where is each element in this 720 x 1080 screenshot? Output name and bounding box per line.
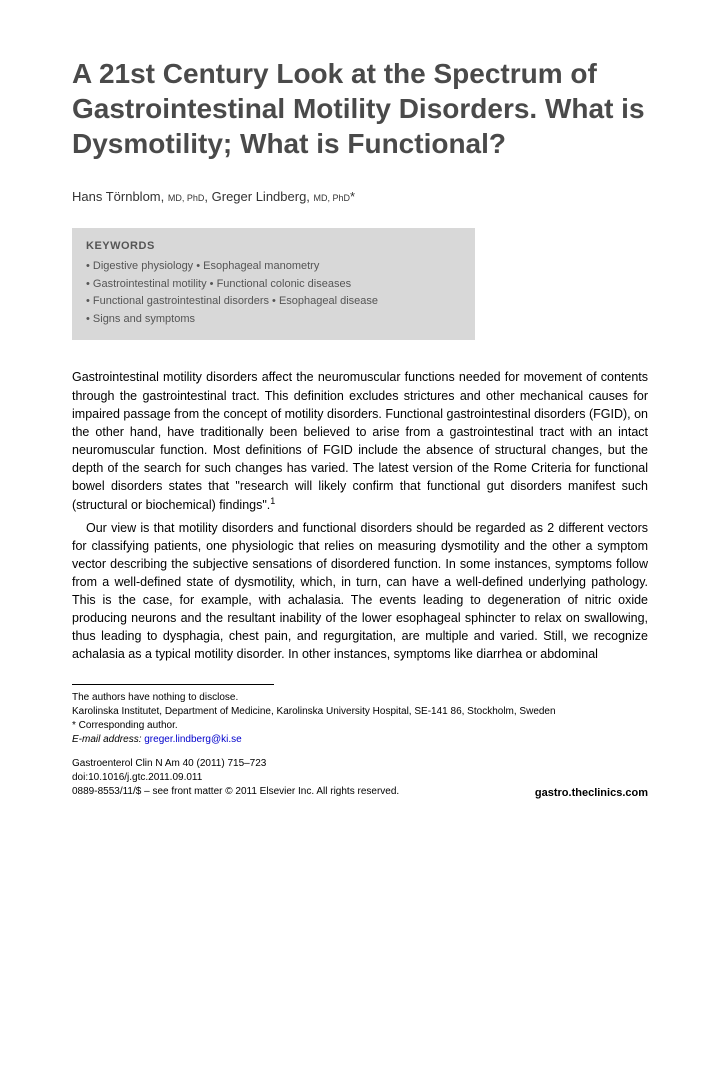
- paragraph-text: Gastrointestinal motility disorders affe…: [72, 370, 648, 512]
- journal-site[interactable]: gastro.theclinics.com: [535, 787, 648, 799]
- author-2-credentials: MD, PhD: [314, 193, 351, 203]
- footnotes-block: The authors have nothing to disclose. Ka…: [72, 691, 648, 747]
- corresponding-note: * Corresponding author.: [72, 719, 648, 733]
- keyword-line: • Functional gastrointestinal disorders …: [86, 293, 461, 311]
- journal-footer: Gastroenterol Clin N Am 40 (2011) 715–72…: [72, 757, 648, 799]
- email-address[interactable]: greger.lindberg@ki.se: [144, 734, 241, 745]
- email-label: E-mail address:: [72, 734, 141, 745]
- author-1-name: Hans Törnblom,: [72, 189, 164, 204]
- keyword-line: • Gastrointestinal motility • Functional…: [86, 276, 461, 294]
- citation-ref: 1: [270, 496, 275, 506]
- journal-issn: 0889-8553/11/$ – see front matter © 2011…: [72, 785, 399, 799]
- keywords-list: • Digestive physiology • Esophageal mano…: [86, 258, 461, 328]
- keywords-heading: KEYWORDS: [86, 240, 461, 252]
- body-paragraph-1: Gastrointestinal motility disorders affe…: [72, 368, 648, 514]
- author-separator: ,: [204, 189, 211, 204]
- journal-doi: doi:10.1016/j.gtc.2011.09.011: [72, 771, 399, 785]
- affiliation-note: Karolinska Institutet, Department of Med…: [72, 705, 648, 719]
- author-1-credentials: MD, PhD: [168, 193, 205, 203]
- authors-line: Hans Törnblom, MD, PhD, Greger Lindberg,…: [72, 189, 648, 204]
- corresponding-marker: *: [350, 189, 355, 204]
- author-2-name: Greger Lindberg,: [212, 189, 310, 204]
- keyword-line: • Digestive physiology • Esophageal mano…: [86, 258, 461, 276]
- journal-left: Gastroenterol Clin N Am 40 (2011) 715–72…: [72, 757, 399, 799]
- disclosure-note: The authors have nothing to disclose.: [72, 691, 648, 705]
- article-title: A 21st Century Look at the Spectrum of G…: [72, 56, 648, 161]
- email-line: E-mail address: greger.lindberg@ki.se: [72, 733, 648, 747]
- footnote-rule: [72, 684, 274, 685]
- body-paragraph-2: Our view is that motility disorders and …: [72, 519, 648, 664]
- journal-reference: Gastroenterol Clin N Am 40 (2011) 715–72…: [72, 757, 399, 771]
- keywords-box: KEYWORDS • Digestive physiology • Esopha…: [72, 228, 475, 340]
- keyword-line: • Signs and symptoms: [86, 311, 461, 329]
